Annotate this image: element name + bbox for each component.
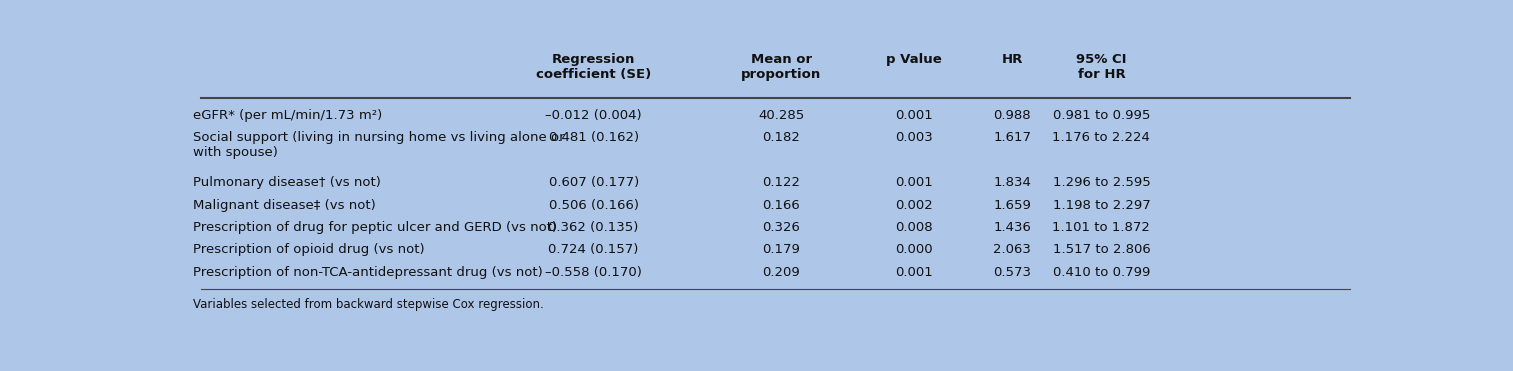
Text: 1.436: 1.436 [994,221,1032,234]
Text: –0.012 (0.004): –0.012 (0.004) [545,109,642,122]
Text: 0.410 to 0.799: 0.410 to 0.799 [1053,266,1150,279]
Text: 0.166: 0.166 [763,198,800,211]
Text: 0.001: 0.001 [894,176,932,189]
Text: 0.981 to 0.995: 0.981 to 0.995 [1053,109,1150,122]
Text: 0.182: 0.182 [763,131,800,144]
Text: 0.002: 0.002 [894,198,932,211]
Text: 1.617: 1.617 [993,131,1032,144]
Text: 0.362 (0.135): 0.362 (0.135) [549,221,638,234]
Text: 0.607 (0.177): 0.607 (0.177) [549,176,638,189]
Text: 0.573: 0.573 [993,266,1032,279]
Text: 0.003: 0.003 [894,131,932,144]
Text: 0.122: 0.122 [763,176,800,189]
Text: 0.179: 0.179 [763,243,800,256]
Text: 40.285: 40.285 [758,109,805,122]
Text: Social support (living in nursing home vs living alone or
with spouse): Social support (living in nursing home v… [192,131,564,160]
Text: 0.001: 0.001 [894,266,932,279]
Text: Variables selected from backward stepwise Cox regression.: Variables selected from backward stepwis… [192,298,543,311]
Text: 0.001: 0.001 [894,109,932,122]
Text: 0.008: 0.008 [896,221,932,234]
Text: Mean or
proportion: Mean or proportion [741,53,822,81]
Text: Prescription of non-TCA-antidepressant drug (vs not): Prescription of non-TCA-antidepressant d… [192,266,542,279]
Text: 0.326: 0.326 [763,221,800,234]
Text: 2.063: 2.063 [994,243,1032,256]
Text: Malignant disease‡ (vs not): Malignant disease‡ (vs not) [192,198,375,211]
Text: Prescription of drug for peptic ulcer and GERD (vs not): Prescription of drug for peptic ulcer an… [192,221,557,234]
Text: –0.558 (0.170): –0.558 (0.170) [545,266,642,279]
Text: 0.506 (0.166): 0.506 (0.166) [549,198,638,211]
Text: 1.176 to 2.224: 1.176 to 2.224 [1053,131,1150,144]
Text: 0.724 (0.157): 0.724 (0.157) [549,243,638,256]
Text: 1.834: 1.834 [994,176,1032,189]
Text: p Value: p Value [887,53,941,66]
Text: HR: HR [1002,53,1023,66]
Text: eGFR* (per mL/min/1.73 m²): eGFR* (per mL/min/1.73 m²) [192,109,381,122]
Text: 0.000: 0.000 [896,243,932,256]
Text: Pulmonary disease† (vs not): Pulmonary disease† (vs not) [192,176,380,189]
Text: 0.988: 0.988 [994,109,1030,122]
Text: Prescription of opioid drug (vs not): Prescription of opioid drug (vs not) [192,243,424,256]
Text: 95% CI
for HR: 95% CI for HR [1076,53,1127,81]
Text: 1.198 to 2.297: 1.198 to 2.297 [1053,198,1150,211]
Text: 0.481 (0.162): 0.481 (0.162) [549,131,638,144]
Text: Regression
coefficient (SE): Regression coefficient (SE) [536,53,651,81]
Text: 1.659: 1.659 [994,198,1032,211]
Text: 0.209: 0.209 [763,266,800,279]
Text: 1.296 to 2.595: 1.296 to 2.595 [1053,176,1150,189]
Text: 1.517 to 2.806: 1.517 to 2.806 [1053,243,1150,256]
Text: 1.101 to 1.872: 1.101 to 1.872 [1053,221,1150,234]
